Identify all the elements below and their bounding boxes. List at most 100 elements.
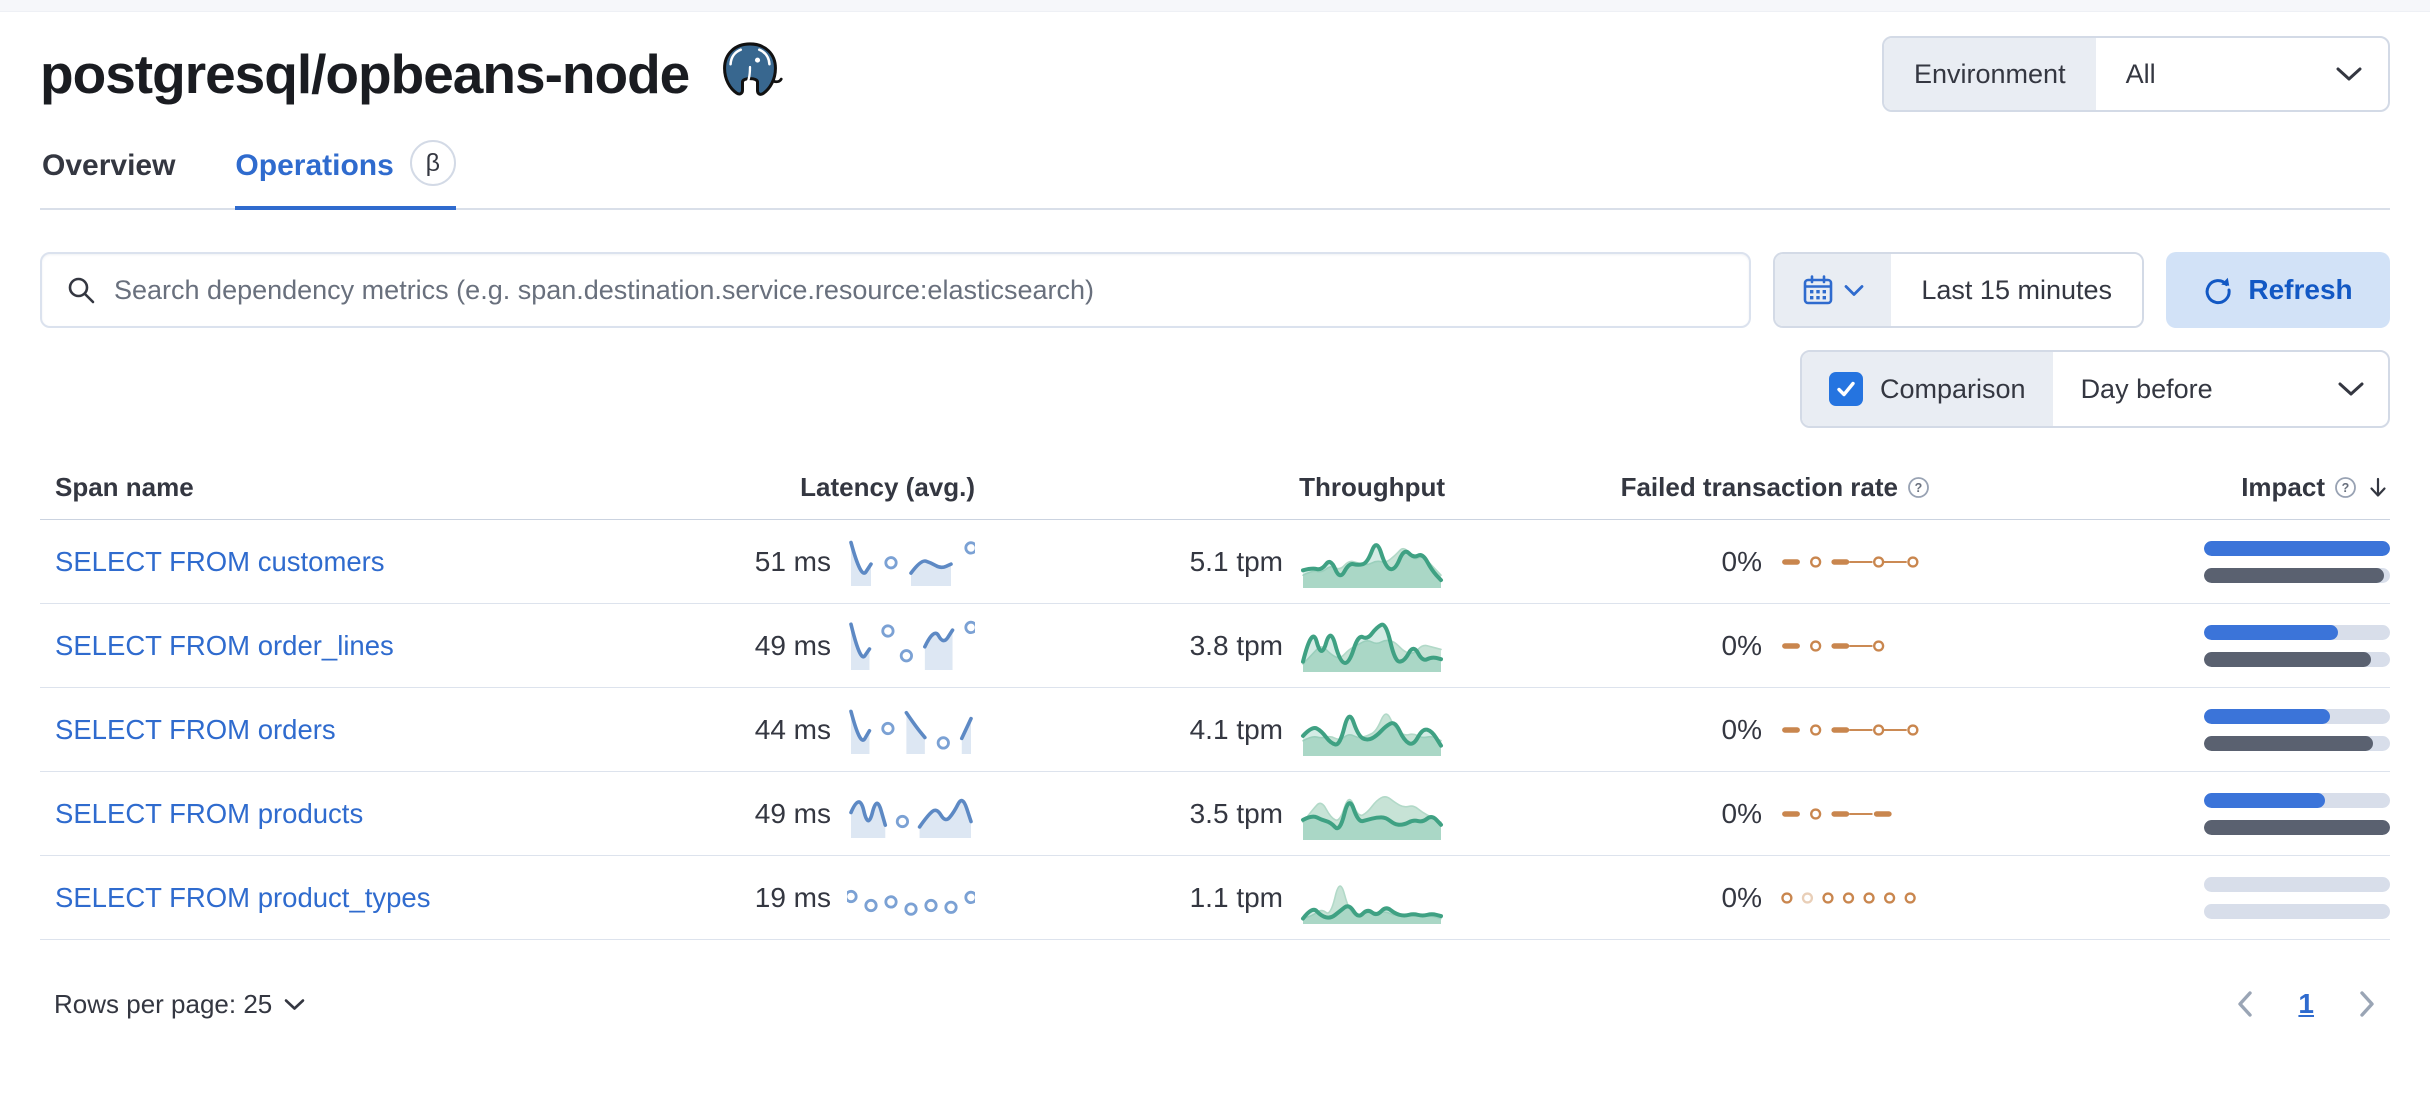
failed-rate-sparkline — [1782, 807, 1892, 820]
throughput-sparkline — [1301, 884, 1443, 924]
rows-per-page-label: Rows per page: 25 — [54, 988, 273, 1019]
comparison-value: Day before — [2080, 373, 2213, 404]
span-link[interactable]: SELECT FROM orders — [55, 713, 336, 745]
refresh-button[interactable]: Refresh — [2166, 252, 2390, 328]
latency-sparkline — [847, 889, 975, 916]
impact-bar-current — [2204, 876, 2390, 892]
throughput-sparkline — [1301, 712, 1443, 756]
search-box[interactable] — [40, 252, 1752, 328]
previous-page-button[interactable] — [2236, 990, 2254, 1018]
impact-bar-previous — [2204, 735, 2390, 751]
tab-operations-label: Operations — [235, 149, 394, 182]
chevron-down-icon — [2336, 38, 2388, 110]
impact-bars — [2204, 876, 2390, 919]
tab-overview-label: Overview — [42, 149, 176, 182]
impact-bar-current — [2204, 624, 2390, 640]
refresh-label: Refresh — [2248, 274, 2353, 305]
search-icon — [66, 275, 96, 305]
top-edge-strip — [0, 0, 2430, 12]
column-failed-rate[interactable]: Failed transaction rate ? — [1445, 472, 1930, 503]
span-link[interactable]: SELECT FROM product_types — [55, 881, 431, 913]
comparison-label: Comparison — [1880, 373, 2026, 404]
impact-bar-current — [2204, 792, 2390, 808]
failed-rate-value: 0% — [1721, 545, 1762, 577]
pagination: 1 — [2236, 988, 2376, 1020]
calendar-icon — [1802, 274, 1834, 306]
span-link[interactable]: SELECT FROM products — [55, 797, 364, 829]
comparison-select[interactable]: Day before — [2053, 352, 2388, 426]
latency-sparkline — [849, 709, 973, 754]
time-range-button[interactable]: Last 15 minutes — [1891, 254, 2142, 326]
latency-value: 51 ms — [754, 545, 831, 577]
latency-value: 49 ms — [754, 629, 831, 661]
sort-descending-icon — [2366, 476, 2390, 500]
next-page-button[interactable] — [2358, 990, 2376, 1018]
impact-bars — [2204, 540, 2390, 583]
date-picker: Last 15 minutes — [1773, 252, 2144, 328]
help-icon[interactable]: ? — [2334, 476, 2357, 499]
failed-rate-sparkline — [1781, 891, 1916, 904]
tab-overview[interactable]: Overview — [42, 146, 175, 208]
column-latency[interactable]: Latency (avg.) — [800, 472, 975, 502]
throughput-value: 3.8 tpm — [1189, 629, 1283, 661]
impact-bar-previous — [2204, 567, 2390, 583]
table-header-row: Span name Latency (avg.) Throughput Fail… — [40, 472, 2390, 520]
chevron-down-icon — [1844, 284, 1864, 297]
column-throughput[interactable]: Throughput — [1299, 472, 1445, 502]
page-title: postgresql/opbeans-node — [40, 43, 690, 105]
throughput-sparkline — [1301, 622, 1443, 672]
failed-rate-value: 0% — [1721, 881, 1762, 913]
toolbar: Last 15 minutes Refresh — [40, 252, 2390, 328]
column-impact[interactable]: Impact ? — [1930, 472, 2390, 503]
chevron-down-icon — [284, 998, 305, 1011]
span-link[interactable]: SELECT FROM order_lines — [55, 629, 394, 661]
environment-label: Environment — [1884, 38, 2096, 110]
beta-badge: β — [409, 140, 456, 186]
environment-value: All — [2125, 58, 2156, 89]
comparison-toggle[interactable]: Comparison — [1802, 352, 2053, 426]
throughput-value: 3.5 tpm — [1189, 797, 1283, 829]
rows-per-page[interactable]: Rows per page: 25 — [54, 989, 305, 1020]
latency-value: 44 ms — [754, 713, 831, 745]
help-icon[interactable]: ? — [1907, 476, 1930, 499]
impact-bars — [2204, 624, 2390, 667]
chevron-down-icon — [2338, 381, 2364, 397]
latency-value: 19 ms — [754, 881, 831, 913]
comparison-checkbox[interactable] — [1829, 372, 1863, 406]
failed-rate-sparkline — [1782, 555, 1919, 568]
impact-bar-previous — [2204, 651, 2390, 667]
search-input[interactable] — [114, 274, 1726, 306]
failed-rate-value: 0% — [1721, 797, 1762, 829]
throughput-sparkline — [1301, 542, 1443, 588]
impact-bar-current — [2204, 540, 2390, 556]
latency-sparkline — [849, 620, 975, 670]
throughput-value: 5.1 tpm — [1189, 545, 1283, 577]
apm-dependency-page: postgresql/opbeans-node Environment All … — [0, 36, 2430, 1020]
comparison-row: Comparison Day before — [40, 350, 2390, 428]
datepicker-calendar-button[interactable] — [1775, 254, 1892, 326]
impact-bars — [2204, 792, 2390, 835]
tab-bar: Overview Operations β — [40, 140, 2390, 210]
table-body: SELECT FROM customers 51 ms 5.1 tpm 0% S… — [40, 520, 2390, 940]
failed-rate-value: 0% — [1721, 713, 1762, 745]
page-header: postgresql/opbeans-node Environment All — [40, 36, 2390, 112]
impact-bar-current — [2204, 708, 2390, 724]
throughput-value: 1.1 tpm — [1189, 881, 1283, 913]
page-number[interactable]: 1 — [2298, 988, 2314, 1019]
span-link[interactable]: SELECT FROM customers — [55, 545, 385, 577]
svg-text:?: ? — [1915, 481, 1923, 495]
failed-rate-sparkline — [1782, 639, 1885, 652]
latency-sparkline — [849, 798, 973, 838]
operations-table: Span name Latency (avg.) Throughput Fail… — [40, 472, 2390, 940]
table-footer: Rows per page: 25 1 — [40, 988, 2390, 1020]
throughput-sparkline — [1301, 795, 1443, 840]
comparison-group: Comparison Day before — [1800, 350, 2390, 428]
table-row: SELECT FROM order_lines 49 ms 3.8 tpm 0% — [40, 604, 2390, 688]
latency-sparkline — [849, 540, 975, 586]
tab-operations[interactable]: Operations β — [235, 140, 457, 210]
refresh-icon — [2203, 275, 2233, 305]
failed-rate-sparkline — [1782, 723, 1919, 736]
column-span-name[interactable]: Span name — [55, 472, 194, 502]
environment-filter[interactable]: Environment All — [1882, 36, 2390, 112]
table-row: SELECT FROM customers 51 ms 5.1 tpm 0% — [40, 520, 2390, 604]
